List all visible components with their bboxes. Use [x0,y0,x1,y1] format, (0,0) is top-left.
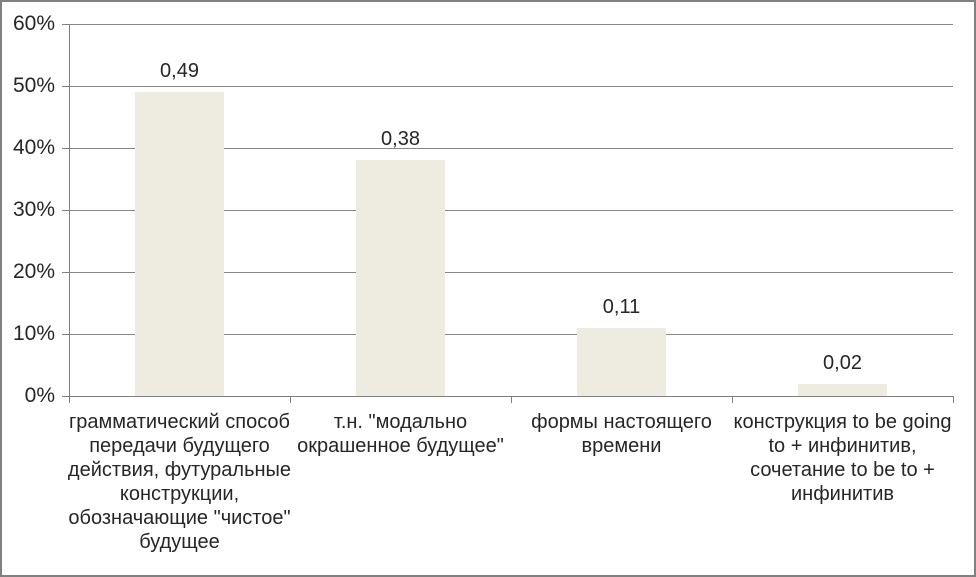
category-label: конструкция to be going to + инфинитив, … [733,411,952,505]
x-axis-tick-mark [731,396,733,403]
x-axis-tick-mark [68,396,70,403]
gridline [69,23,953,25]
bar-data-label: 0,38 [381,128,420,151]
x-axis-tick-mark [510,396,512,403]
gridline [69,271,953,273]
y-axis-tick-mark [62,23,69,25]
y-axis-tick-mark [62,147,69,149]
y-axis-line [69,24,70,403]
y-axis-tick-label: 0% [24,384,55,407]
bar-data-label: 0,11 [602,295,641,318]
bar [798,383,887,396]
y-axis-tick-label: 60% [12,12,55,35]
y-axis-tick-label: 50% [12,74,55,97]
category-label: грамматический способ передачи будущего … [67,411,292,553]
bar-data-label: 0,49 [160,60,199,83]
bar [356,160,445,396]
y-axis-tick-mark [62,209,69,211]
x-axis-tick-mark [952,396,954,403]
y-axis-tick-mark [62,333,69,335]
y-axis-tick-label: 10% [12,322,55,345]
gridline [69,333,953,335]
bar [577,327,666,396]
y-axis-tick-mark [62,271,69,273]
y-axis-tick-label: 40% [12,136,55,159]
x-axis-tick-mark [289,396,291,403]
bar-data-label: 0,02 [823,351,862,374]
y-axis-tick-mark [62,395,69,397]
category-label: т.н. "модально окрашенное будущее" [297,411,504,457]
y-axis-tick-label: 30% [12,198,55,221]
gridline [69,209,953,211]
category-label: формы настоящего времени [531,411,712,457]
y-axis-tick-mark [62,85,69,87]
bar [135,92,224,396]
gridline [69,85,953,87]
gridline [69,147,953,149]
y-axis-tick-label: 20% [12,260,55,283]
